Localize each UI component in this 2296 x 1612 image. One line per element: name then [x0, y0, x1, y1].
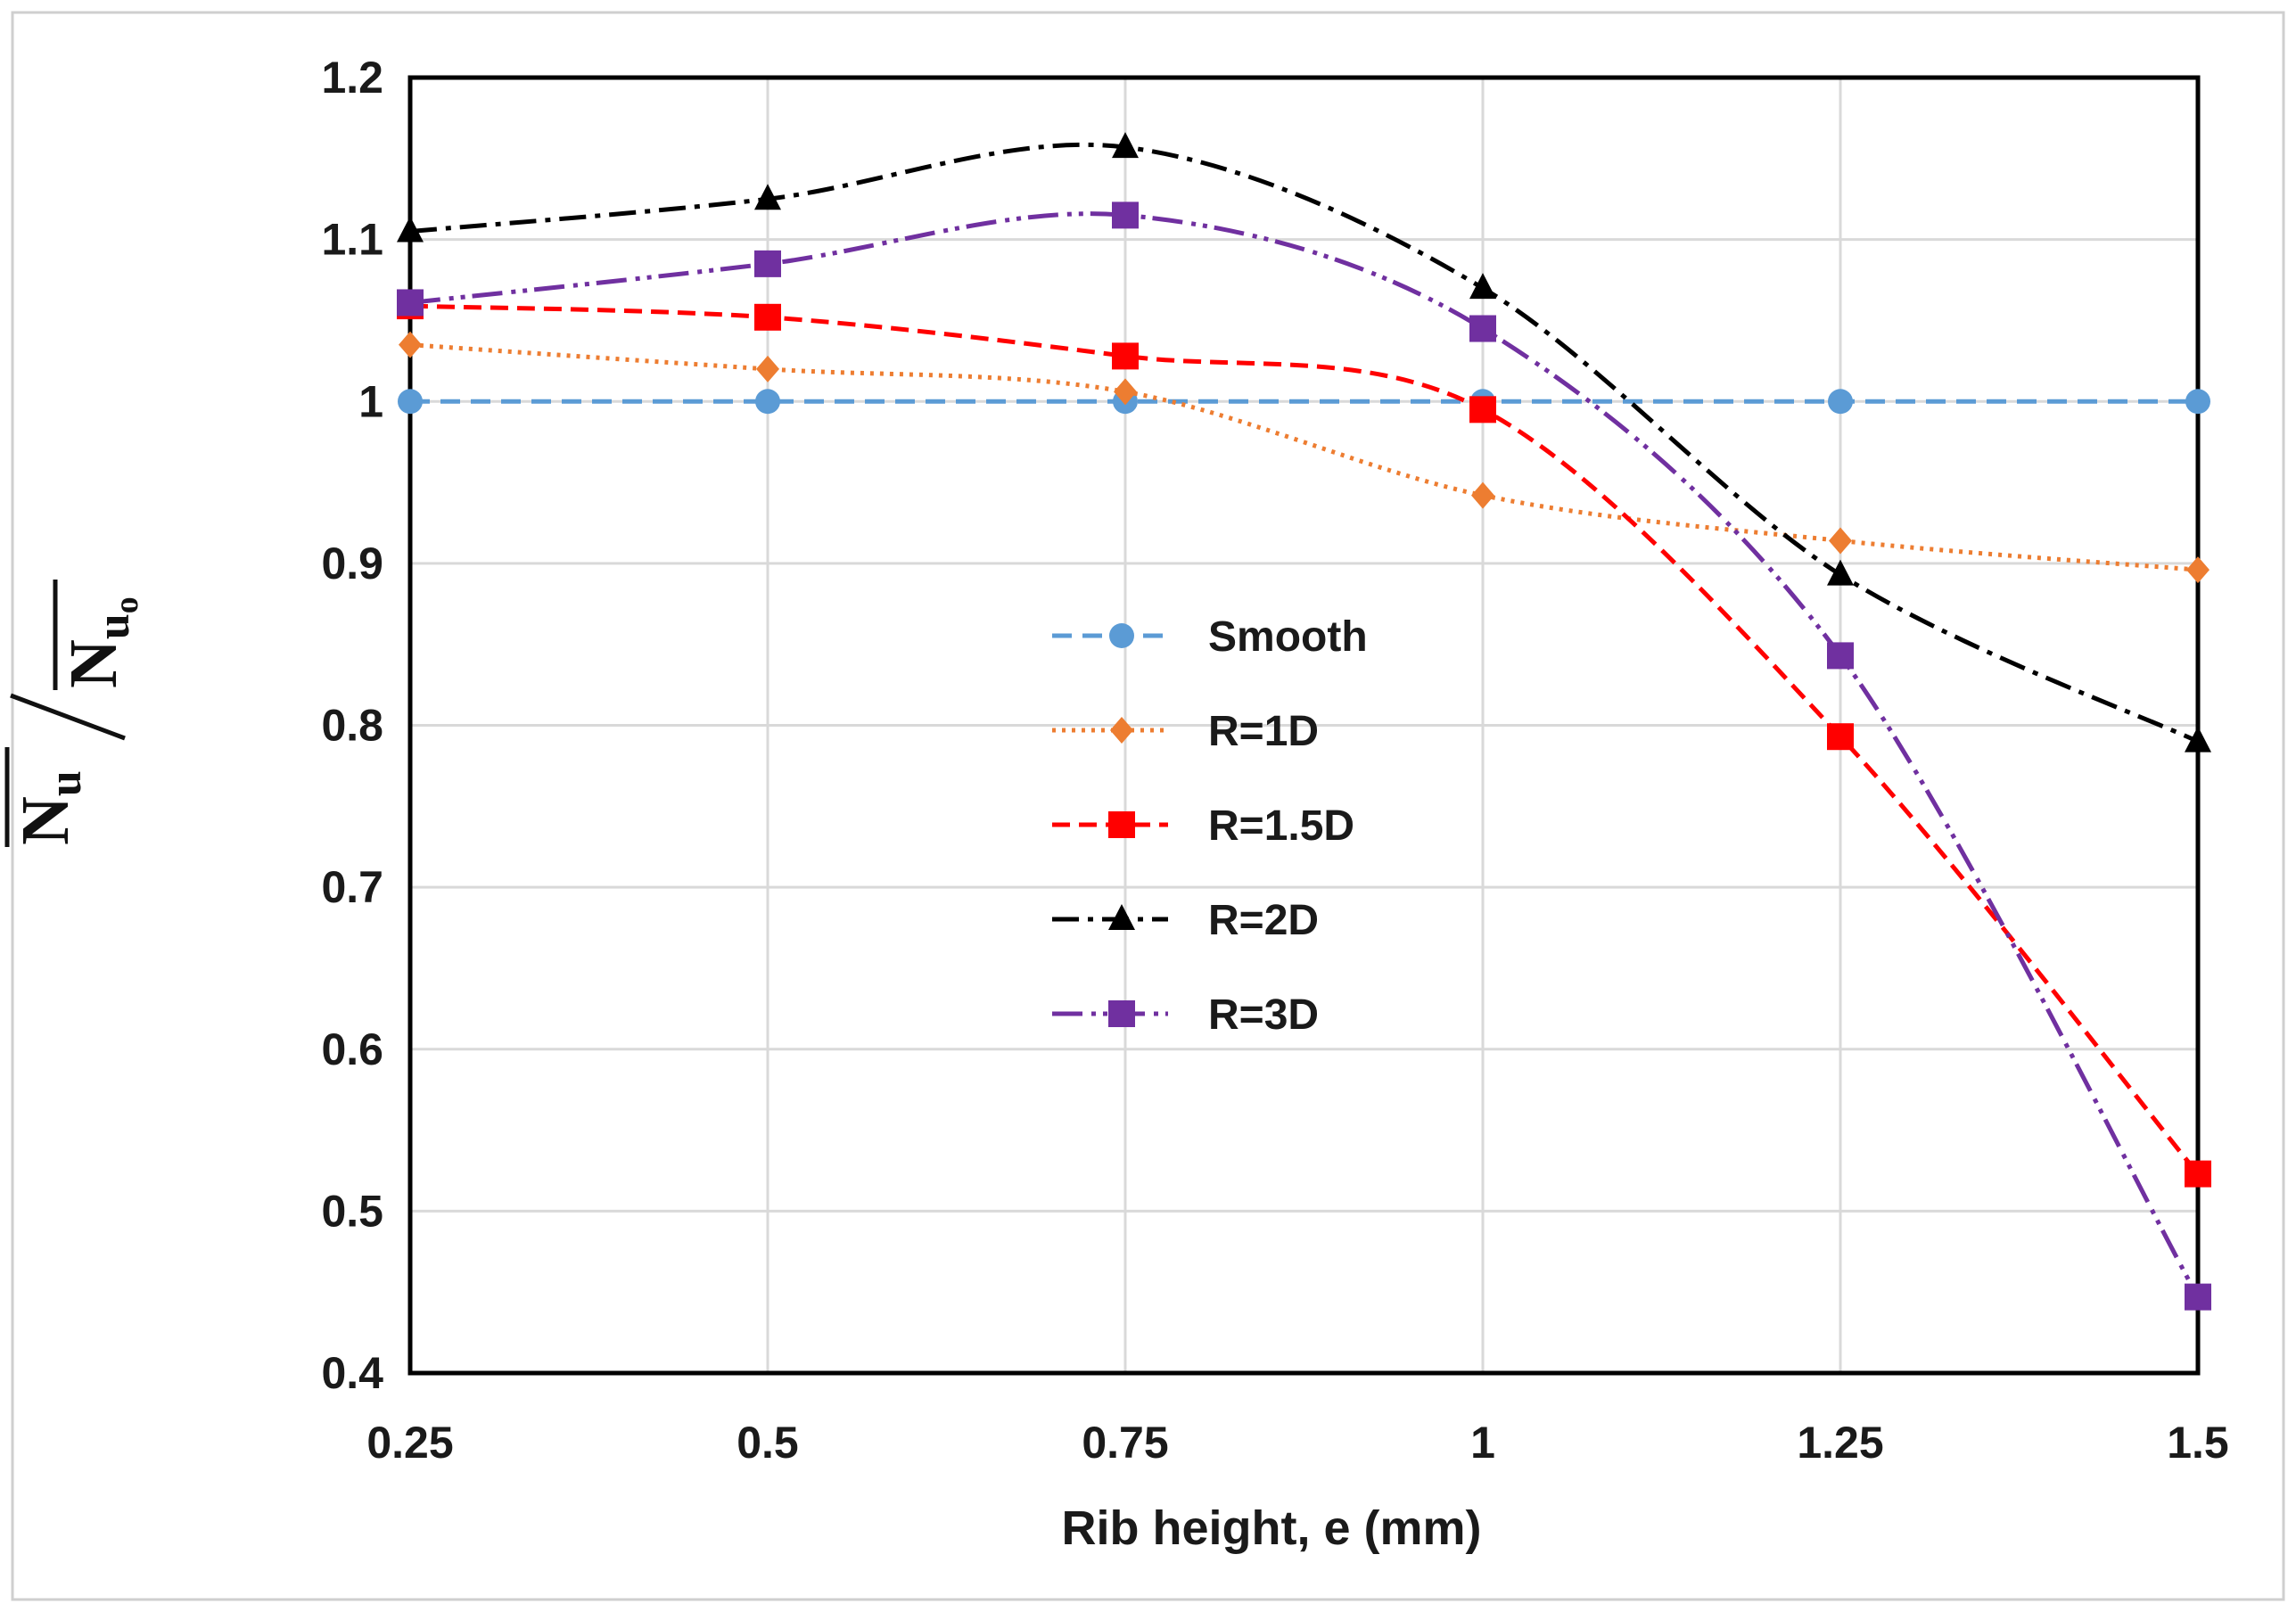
y-tick-label: 0.9 [321, 539, 383, 588]
y-label-numerator: Nu [8, 770, 91, 845]
plot-area-border [407, 75, 2201, 1376]
data-point-r-3d [397, 289, 424, 317]
legend-item-r-2d: R=2D [1052, 897, 1319, 944]
data-point-smooth [2185, 389, 2210, 415]
series-smooth [398, 389, 2210, 415]
series-r-3d [397, 202, 2211, 1311]
series-r-1d [399, 331, 2210, 584]
legend-label: Smooth [1208, 613, 1368, 661]
data-point-r-3d [1469, 315, 1496, 342]
data-point-r-1d [2186, 556, 2210, 584]
series-line-r-2d [409, 142, 2200, 744]
series-r-2d [397, 132, 2211, 753]
x-tick-label: 0.75 [1082, 1418, 1168, 1468]
y-tick-labels: 0.4 0.5 0.6 0.7 0.8 0.9 1 1.1 1.2 [321, 53, 383, 1398]
y-label-denominator: Nuo [56, 596, 145, 688]
data-point-r-2d [1112, 132, 1139, 159]
legend-item-r-1d: R=1D [1052, 708, 1319, 755]
series-line-r-3d [409, 211, 2201, 1298]
series-line-r-1d [409, 342, 2199, 572]
data-point-r-1d [756, 355, 779, 382]
legend-item-smooth: Smooth [1052, 613, 1368, 661]
legend-marker [1108, 904, 1135, 930]
chart-frame [11, 11, 2285, 1601]
data-point-r-1d [1829, 527, 1852, 555]
data-point-r-3d [1827, 642, 1854, 670]
x-tick-label: 0.25 [366, 1418, 453, 1468]
series-line-r-1-5d [409, 303, 2200, 1176]
data-point-smooth [755, 389, 780, 415]
data-point-smooth [1828, 389, 1853, 415]
y-tick-label: 1 [358, 376, 383, 426]
x-tick-label: 1 [1470, 1418, 1495, 1468]
y-axis-title: Nu Nuo [4, 580, 145, 847]
data-point-r-2d [1827, 559, 1854, 586]
legend-label: R=2D [1208, 897, 1319, 944]
legend-label: R=3D [1208, 991, 1319, 1039]
data-point-r-3d [1112, 202, 1139, 229]
legend-marker [1108, 1000, 1135, 1027]
legend-item-r-1-5d: R=1.5D [1052, 802, 1354, 850]
y-label-fraction-slash [10, 693, 126, 741]
legend-marker [1108, 811, 1135, 838]
data-point-r-3d [754, 250, 781, 277]
y-tick-label: 0.5 [321, 1186, 383, 1236]
x-tick-label: 0.5 [737, 1418, 799, 1468]
y-tick-label: 0.4 [321, 1348, 383, 1398]
y-tick-label: 0.8 [321, 701, 383, 751]
legend-marker [1110, 717, 1133, 744]
legend-item-r-3d: R=3D [1052, 991, 1319, 1039]
y-tick-label: 0.7 [321, 862, 383, 912]
data-point-r-3d [2185, 1283, 2211, 1311]
data-point-r-1d [1114, 378, 1137, 406]
x-tick-label: 1.25 [1797, 1418, 1883, 1468]
data-point-r-1-5d [754, 303, 781, 331]
data-point-r-1-5d [2185, 1160, 2211, 1188]
x-tick-labels: 0.25 0.5 0.75 1 1.25 1.5 [366, 1418, 2228, 1468]
data-point-r-1-5d [1112, 342, 1139, 370]
data-point-r-1d [1471, 481, 1494, 509]
data-point-r-2d [1469, 273, 1496, 300]
legend-label: R=1.5D [1208, 802, 1354, 850]
data-point-r-1-5d [1827, 723, 1854, 751]
series-group [397, 132, 2211, 1311]
y-tick-label: 1.1 [321, 215, 383, 265]
y-tick-label: 0.6 [321, 1024, 383, 1074]
x-axis-title: Rib height, e (mm) [1062, 1501, 1482, 1555]
data-point-r-2d [754, 184, 781, 210]
data-point-r-1-5d [1469, 396, 1496, 424]
data-point-r-2d [397, 216, 424, 243]
legend-marker [1109, 623, 1134, 648]
legend-label: R=1D [1208, 708, 1319, 755]
legend: Smooth R=1D R=1.5D R=2D R=3D [1052, 613, 1368, 1039]
x-tick-label: 1.5 [2167, 1418, 2229, 1468]
data-point-smooth [398, 389, 423, 415]
y-tick-label: 1.2 [321, 53, 383, 103]
data-point-r-2d [2185, 726, 2211, 753]
data-point-r-1d [399, 331, 422, 358]
